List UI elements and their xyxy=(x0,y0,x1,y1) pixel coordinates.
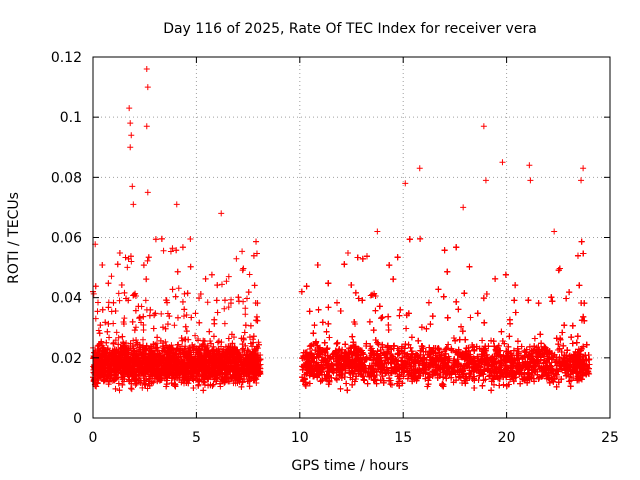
data-point xyxy=(225,304,232,311)
data-point xyxy=(139,336,146,343)
data-point xyxy=(204,299,211,306)
data-points xyxy=(90,66,593,394)
data-point xyxy=(113,329,120,336)
data-point xyxy=(139,384,146,391)
data-point xyxy=(214,339,221,346)
data-point xyxy=(124,264,131,271)
data-point xyxy=(142,297,149,304)
data-point xyxy=(239,248,246,255)
data-point xyxy=(168,380,175,387)
data-point xyxy=(108,273,115,280)
data-point xyxy=(180,313,187,320)
data-point xyxy=(242,311,249,318)
data-point xyxy=(233,255,240,262)
data-point xyxy=(121,315,128,322)
data-point xyxy=(108,308,115,315)
data-point xyxy=(225,273,232,280)
data-point xyxy=(187,235,194,242)
data-point xyxy=(130,337,137,344)
data-point xyxy=(115,334,122,341)
data-point xyxy=(171,322,178,329)
data-point xyxy=(175,285,182,292)
data-point xyxy=(255,339,262,346)
data-point xyxy=(169,245,176,252)
data-point xyxy=(158,310,165,317)
chart-title: Day 116 of 2025, Rate Of TEC Index for r… xyxy=(163,21,537,37)
data-point xyxy=(181,290,188,297)
data-point xyxy=(218,281,225,288)
data-point xyxy=(242,305,249,312)
data-point xyxy=(144,257,151,264)
data-point xyxy=(183,311,190,318)
data-point xyxy=(116,297,123,304)
data-point xyxy=(92,315,99,322)
data-point xyxy=(192,332,199,339)
data-point xyxy=(167,248,174,255)
data-point xyxy=(221,320,228,327)
data-point xyxy=(160,247,167,254)
data-point xyxy=(128,258,135,265)
data-point xyxy=(223,278,230,285)
data-point xyxy=(128,386,135,393)
data-point xyxy=(115,290,122,297)
data-point xyxy=(221,305,228,312)
data-point xyxy=(132,324,139,331)
data-point xyxy=(182,343,189,350)
data-point xyxy=(164,310,171,317)
data-point xyxy=(246,271,253,278)
data-point xyxy=(95,327,102,334)
data-point xyxy=(94,299,101,306)
